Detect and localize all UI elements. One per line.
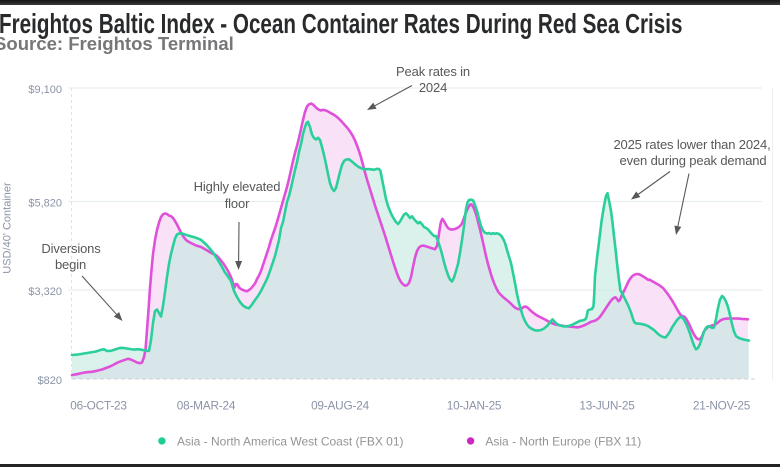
svg-text:begin: begin [55,257,86,272]
svg-text:10-JAN-25: 10-JAN-25 [447,398,502,412]
svg-text:floor: floor [225,196,250,211]
svg-text:$5,820: $5,820 [28,197,62,209]
svg-text:$9,100: $9,100 [28,84,62,96]
svg-text:2024: 2024 [419,80,447,95]
svg-text:USD/40' Container: USD/40' Container [2,182,14,274]
svg-text:21-NOV-25: 21-NOV-25 [693,398,751,412]
svg-text:$3,320: $3,320 [28,286,62,298]
svg-text:2025 rates lower than 2024,: 2025 rates lower than 2024, [613,137,770,152]
svg-text:08-MAR-24: 08-MAR-24 [177,398,236,412]
svg-text:06-OCT-23: 06-OCT-23 [70,398,127,412]
svg-text:even during peak demand: even during peak demand [620,153,767,168]
svg-text:13-JUN-25: 13-JUN-25 [579,398,635,412]
svg-text:Highly elevated: Highly elevated [194,179,281,194]
svg-text:Asia - North Europe (FBX 11): Asia - North Europe (FBX 11) [485,434,641,448]
svg-text:Asia - North America West Coas: Asia - North America West Coast (FBX 01) [177,434,404,448]
svg-text:$820: $820 [38,375,62,387]
svg-text:09-AUG-24: 09-AUG-24 [311,398,370,412]
svg-text:Diversions: Diversions [41,241,101,256]
svg-text:Peak rates in: Peak rates in [396,64,470,79]
